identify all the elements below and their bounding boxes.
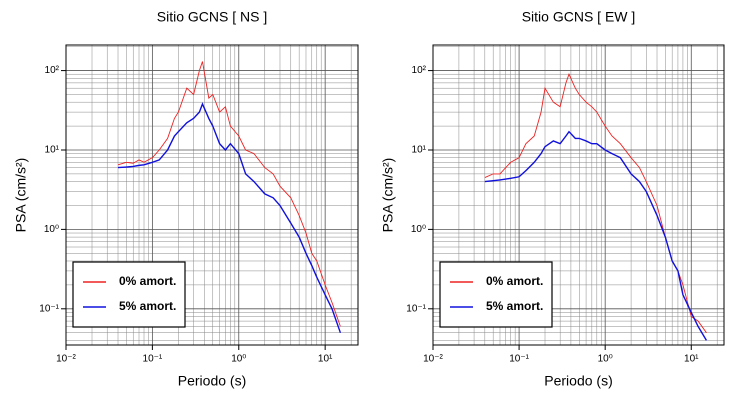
y-axis-label: PSA (cm/s²): [13, 158, 29, 233]
y-tick-label: 10⁰: [44, 224, 59, 235]
series-line: [117, 61, 341, 327]
plot-frame: [432, 44, 725, 346]
y-tick-label: 10¹: [45, 145, 60, 156]
legend-box: [72, 261, 186, 328]
x-tick-label: 10⁻²: [56, 354, 76, 365]
legend-label: 0% amort.: [486, 274, 543, 288]
legend-label: 5% amort.: [486, 299, 543, 313]
x-tick-label: 10⁰: [231, 354, 246, 365]
y-tick-label: 10²: [45, 65, 60, 76]
y-axis-label: PSA (cm/s²): [380, 158, 396, 233]
x-tick-label: 10⁻²: [423, 354, 443, 365]
x-tick-label: 10¹: [318, 354, 333, 365]
y-tick-label: 10⁻¹: [406, 303, 426, 314]
y-tick-label: 10⁰: [411, 224, 426, 235]
x-tick-label: 10⁻¹: [509, 354, 529, 365]
legend-label: 0% amort.: [119, 274, 176, 288]
x-tick-label: 10⁻¹: [143, 354, 163, 365]
x-tick-label: 10¹: [684, 354, 699, 365]
y-tick-label: 10⁻¹: [39, 303, 59, 314]
x-axis-label: Periodo (s): [544, 373, 612, 389]
series-line: [484, 130, 708, 341]
plot-frame: [65, 44, 359, 346]
series-line: [117, 102, 342, 333]
y-tick-label: 10²: [412, 65, 427, 76]
chart-title: Sitio GCNS [ EW ]: [522, 9, 636, 25]
legend-label: 5% amort.: [119, 299, 176, 313]
x-tick-label: 10⁰: [598, 354, 613, 365]
x-axis-label: Periodo (s): [178, 373, 246, 389]
y-tick-label: 10¹: [412, 145, 427, 156]
chart-title: Sitio GCNS [ NS ]: [157, 9, 267, 25]
legend-box: [439, 261, 553, 328]
